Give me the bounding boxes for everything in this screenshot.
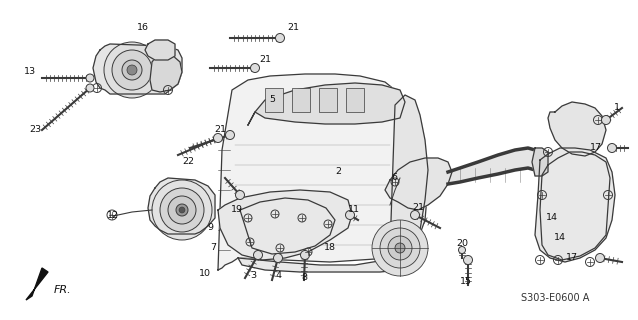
Polygon shape <box>248 83 405 125</box>
Text: 21: 21 <box>259 55 271 65</box>
Text: 17: 17 <box>590 143 602 153</box>
Bar <box>319 88 337 112</box>
Text: 21: 21 <box>412 204 424 212</box>
Text: 16: 16 <box>137 23 149 33</box>
Polygon shape <box>218 74 428 270</box>
Circle shape <box>122 60 142 80</box>
Circle shape <box>214 133 223 142</box>
Polygon shape <box>548 102 606 156</box>
Circle shape <box>595 253 604 262</box>
Text: 13: 13 <box>24 68 36 76</box>
Polygon shape <box>238 250 405 272</box>
Polygon shape <box>385 158 452 210</box>
Text: 2: 2 <box>335 167 341 177</box>
Text: 19: 19 <box>231 205 243 214</box>
Bar <box>292 88 310 112</box>
Text: 1: 1 <box>614 103 620 113</box>
Circle shape <box>410 211 420 220</box>
Circle shape <box>276 34 285 43</box>
Text: 10: 10 <box>199 269 211 278</box>
Text: FR.: FR. <box>54 285 71 295</box>
Circle shape <box>112 50 152 90</box>
Text: 5: 5 <box>269 95 275 105</box>
Circle shape <box>380 228 420 268</box>
Polygon shape <box>390 95 428 250</box>
Circle shape <box>127 65 137 75</box>
Circle shape <box>104 42 160 98</box>
Text: 7: 7 <box>210 244 216 252</box>
Circle shape <box>251 63 260 73</box>
Circle shape <box>602 116 611 124</box>
Polygon shape <box>93 44 182 94</box>
Text: 12: 12 <box>107 211 119 220</box>
Circle shape <box>346 211 355 220</box>
Circle shape <box>160 188 204 232</box>
Polygon shape <box>448 148 540 184</box>
Circle shape <box>86 74 94 82</box>
Text: 15: 15 <box>460 277 472 286</box>
Text: 21: 21 <box>287 23 299 33</box>
Circle shape <box>152 180 212 240</box>
Circle shape <box>395 243 405 253</box>
Circle shape <box>372 220 428 276</box>
Text: 14: 14 <box>554 234 566 243</box>
Circle shape <box>225 131 235 140</box>
Circle shape <box>300 251 309 260</box>
Text: 21: 21 <box>214 125 226 134</box>
Polygon shape <box>145 40 175 60</box>
Text: 14: 14 <box>546 213 558 222</box>
Polygon shape <box>26 268 48 300</box>
Text: 8: 8 <box>301 274 307 283</box>
Circle shape <box>176 204 188 216</box>
Polygon shape <box>532 148 548 176</box>
Text: 22: 22 <box>182 157 194 166</box>
Circle shape <box>253 251 262 260</box>
Text: 20: 20 <box>456 239 468 249</box>
Circle shape <box>388 236 412 260</box>
Circle shape <box>463 255 473 265</box>
Polygon shape <box>148 178 215 234</box>
Circle shape <box>179 207 185 213</box>
Circle shape <box>168 196 196 224</box>
Bar <box>265 88 283 112</box>
Text: 18: 18 <box>324 244 336 252</box>
Polygon shape <box>535 148 615 262</box>
Polygon shape <box>218 190 352 260</box>
Text: S303-E0600 A: S303-E0600 A <box>521 293 589 303</box>
Text: 23: 23 <box>29 125 41 134</box>
Text: 6: 6 <box>391 173 397 182</box>
Circle shape <box>459 246 466 253</box>
Text: 9: 9 <box>207 223 213 233</box>
Circle shape <box>235 190 244 199</box>
Circle shape <box>607 143 616 153</box>
Text: 3: 3 <box>250 271 256 281</box>
Text: 4: 4 <box>275 271 281 281</box>
Polygon shape <box>150 52 182 92</box>
Bar <box>346 88 364 112</box>
Text: 11: 11 <box>348 205 360 214</box>
Circle shape <box>86 84 94 92</box>
Text: 17: 17 <box>566 253 578 262</box>
Circle shape <box>274 253 283 262</box>
